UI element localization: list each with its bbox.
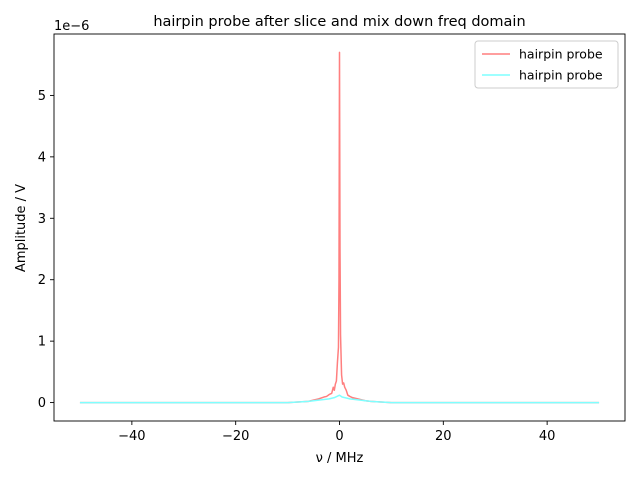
x-tick-label: −40 xyxy=(118,429,145,444)
y-tick-label: 1 xyxy=(38,335,46,350)
y-tick-label: 3 xyxy=(38,212,46,227)
legend: hairpin probe hairpin probe xyxy=(474,40,619,89)
legend-label-hairpin-probe-2: hairpin probe xyxy=(519,68,603,83)
chart-title: hairpin probe after slice and mix down f… xyxy=(153,14,525,30)
y-tick-label: 5 xyxy=(38,89,46,104)
x-tick-label: 20 xyxy=(435,429,452,444)
series-line-1 xyxy=(79,51,600,404)
x-tick-label: 40 xyxy=(539,429,556,444)
x-tick-label: −20 xyxy=(222,429,249,444)
y-axis-offset-label: 1e−6 xyxy=(54,19,89,34)
y-axis-label: Amplitude / V xyxy=(14,184,29,272)
y-axis-ticks: 0 1 2 3 4 5 xyxy=(38,89,54,411)
y-tick-label: 2 xyxy=(38,273,46,288)
legend-label-hairpin-probe-1: hairpin probe xyxy=(519,47,603,62)
x-axis-label: ν / MHz xyxy=(316,451,364,466)
plot-content xyxy=(79,51,600,404)
x-tick-label: 0 xyxy=(335,429,343,444)
series-line-2 xyxy=(79,394,600,404)
y-tick-label: 0 xyxy=(38,396,46,411)
legend-box xyxy=(474,40,619,89)
x-axis-ticks: −40 −20 0 20 40 xyxy=(118,421,555,444)
y-tick-label: 4 xyxy=(38,150,46,165)
